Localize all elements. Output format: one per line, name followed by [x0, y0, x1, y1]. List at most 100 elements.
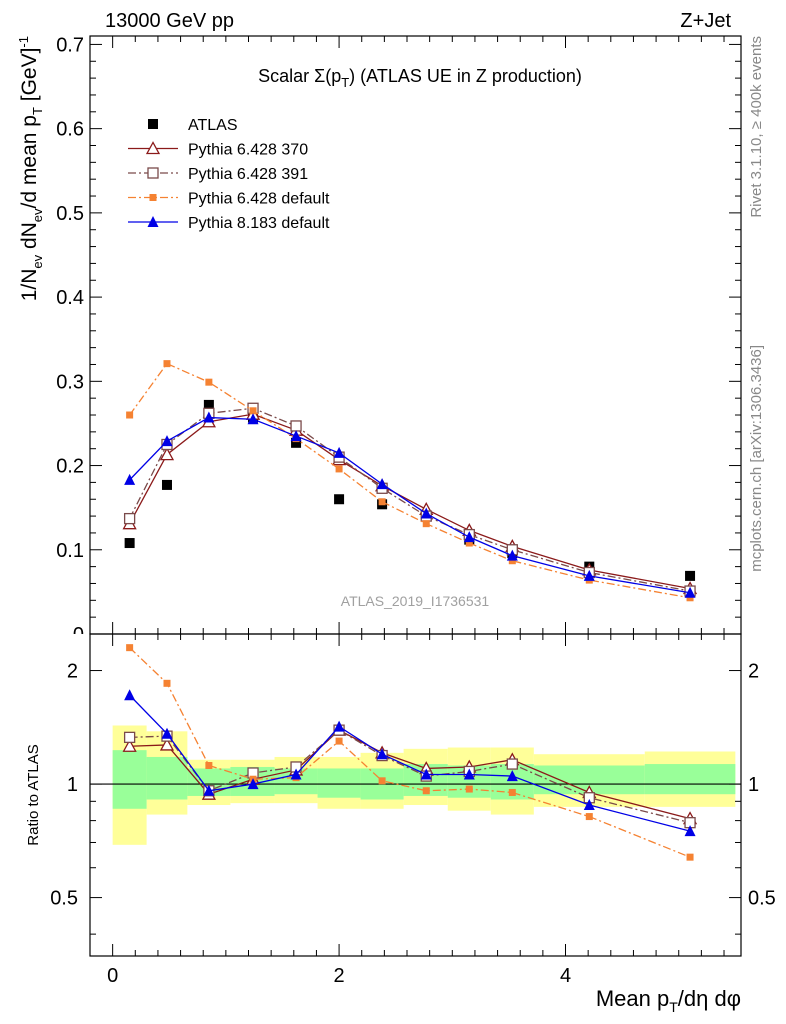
series-line — [129, 416, 691, 594]
legend-marker — [149, 194, 157, 201]
series-pythia-6-428-391 — [123, 402, 696, 597]
ratio-data-point — [205, 762, 213, 770]
data-point — [159, 447, 175, 461]
watermark: ATLAS_2019_I1736531 — [341, 593, 490, 609]
ratio-series-line — [129, 694, 691, 832]
data-point — [420, 507, 432, 519]
data-point — [123, 512, 136, 525]
main-panel: 0.1 0.2 0.3 0.4 0.5 0.6 0.7 0 Scalar Σ(pT) (ATLA… — [16, 34, 742, 646]
data-point — [163, 360, 171, 368]
ratio-data-point — [583, 799, 595, 811]
ratio-data-point — [290, 768, 302, 780]
ratio-series-line — [129, 729, 691, 820]
ratio-data-point — [126, 644, 134, 652]
ratio-data-point — [463, 768, 475, 780]
ratio-y-tick-label: 1 — [67, 774, 78, 796]
x-tick-label: 0 — [107, 965, 118, 987]
ratio-data-point — [465, 785, 473, 793]
ratio-data-point — [508, 788, 516, 796]
ratio-series-line — [129, 729, 691, 824]
y-tick-label: 0.1 — [56, 540, 84, 562]
mcplots-label: mcplots.cern.ch [arXiv:1306.3436] — [748, 345, 765, 572]
data-point — [583, 569, 595, 581]
x-axis-label: Mean pT/dη dφ — [596, 986, 741, 1015]
ratio-data-point — [122, 738, 137, 752]
data-point — [161, 435, 173, 447]
data-point — [161, 479, 172, 490]
data-point — [684, 586, 696, 598]
rivet-label: Rivet 3.1.10, ≥ 400k events — [748, 36, 765, 218]
ratio-y-tick-label: 2 — [67, 661, 78, 683]
data-point — [465, 539, 473, 547]
legend-marker — [147, 167, 159, 179]
x-tick-label: 2 — [334, 965, 345, 987]
data-point — [291, 437, 302, 448]
ratio-data-point — [420, 768, 432, 780]
data-point — [126, 411, 134, 419]
ratio-data-point — [686, 853, 694, 861]
series-pythia-8-183-default — [124, 411, 696, 598]
ratio-series-pythia-8-183-default — [124, 689, 696, 837]
series-pythia-6-428-default — [126, 360, 694, 602]
y-tick-label-zero: 0 — [73, 624, 84, 646]
ratio-y-tick-label-right: 1 — [748, 774, 759, 796]
ratio-data-point — [333, 720, 345, 732]
band-inner — [112, 750, 147, 809]
y-tick-label: 0.2 — [56, 456, 84, 478]
series-line — [129, 413, 691, 590]
data-point — [335, 465, 343, 473]
y-tick-label: 0.5 — [56, 203, 84, 225]
data-point — [205, 378, 213, 386]
ratio-data-point — [422, 787, 430, 795]
legend-label: Pythia 6.428 391 — [188, 166, 308, 183]
series-line — [129, 407, 691, 592]
data-point — [463, 531, 475, 543]
data-point — [422, 520, 430, 528]
data-point — [124, 473, 136, 485]
ratio-frame — [89, 633, 742, 957]
x-tick-label: 4 — [560, 965, 571, 987]
process-label: Z+Jet — [680, 10, 731, 32]
data-point — [508, 557, 516, 565]
energy-label: 13000 GeV pp — [105, 10, 234, 32]
legend-label: ATLAS — [188, 117, 238, 134]
ratio-data-point — [203, 784, 215, 796]
ratio-data-point — [378, 777, 386, 785]
ratio-data-point — [161, 727, 173, 739]
data-point — [506, 549, 518, 561]
band-inner — [644, 764, 736, 795]
legend-label: Pythia 8.183 default — [188, 215, 330, 232]
ratio-data-point — [506, 758, 518, 770]
ratio-data-point — [335, 737, 343, 745]
ratio-data-point — [163, 679, 171, 687]
band-inner — [317, 768, 361, 798]
ratio-data-point — [506, 770, 518, 782]
y-tick-label: 0.4 — [56, 287, 84, 309]
data-point — [334, 494, 345, 505]
data-point — [203, 411, 215, 423]
data-point — [376, 478, 388, 490]
data-point — [686, 594, 694, 602]
ratio-data-point — [124, 689, 136, 701]
data-point — [203, 399, 214, 410]
data-point — [333, 446, 345, 458]
ratio-panel: 0.5 0.5 1 1 2 2 0 2 4 Ratio to ATLAS Mean pT/dη dφ — [25, 633, 776, 1015]
y-tick-label: 0.6 — [56, 119, 84, 141]
data-point — [290, 420, 302, 432]
data-point — [290, 430, 302, 442]
ratio-y-axis-label: Ratio to ATLAS — [25, 744, 42, 845]
legend-marker — [148, 119, 158, 129]
y-tick-label: 0.3 — [56, 371, 84, 393]
legend-marker — [145, 141, 161, 155]
ratio-y-tick-label-right: 2 — [748, 661, 759, 683]
ratio-y-tick-label: 0.5 — [50, 888, 78, 910]
data-point — [685, 570, 696, 581]
legend-marker — [147, 216, 159, 227]
y-tick-label: 0.7 — [56, 34, 84, 56]
ratio-data-point — [376, 748, 388, 760]
series-line — [129, 362, 691, 599]
ratio-data-point — [159, 737, 175, 751]
ratio-data-point — [684, 825, 696, 837]
ratio-data-point — [585, 813, 593, 821]
